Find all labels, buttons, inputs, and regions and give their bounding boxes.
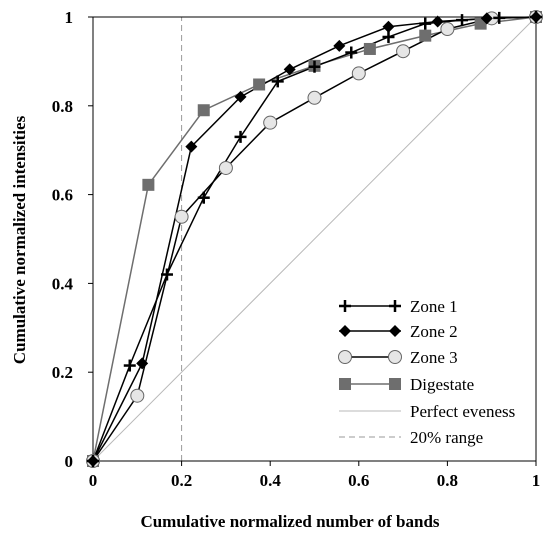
data-point (388, 350, 402, 364)
axes-layer: 00 0.2 0.2 0.4 0.4 0.6 0.6 0.8 0.8 1 1 (52, 8, 541, 490)
data-point (142, 178, 155, 191)
legend-label: Zone 1 (410, 297, 458, 316)
markers-layer (86, 10, 543, 468)
y-tick-label: 0 (65, 452, 74, 471)
data-point (339, 325, 351, 337)
data-point (530, 11, 542, 23)
legend-item: Zone 2 (339, 322, 458, 341)
plot-frame (92, 16, 537, 462)
data-point (363, 42, 376, 55)
y-tick-label: 0.6 (52, 186, 73, 205)
series-line (92, 16, 537, 462)
data-point (345, 46, 358, 59)
y-tick-label: 0.8 (52, 97, 73, 116)
x-tick-label: 0.8 (437, 471, 458, 490)
data-point (234, 90, 247, 103)
legend-label: 20% range (410, 428, 483, 447)
y-tick-label: 1 (65, 8, 74, 27)
data-point (493, 11, 506, 24)
data-point (419, 17, 432, 30)
data-point (339, 300, 351, 312)
legend-item: Zone 3 (338, 348, 458, 367)
y-tick-label: 0.2 (52, 363, 73, 382)
x-axis-title: Cumulative normalized number of bands (140, 512, 439, 531)
data-point (283, 63, 296, 76)
legend-item: Digestate (339, 375, 474, 394)
data-point (130, 388, 145, 403)
data-point (160, 268, 173, 281)
data-point (382, 20, 395, 33)
data-point (440, 21, 455, 36)
data-point (234, 130, 247, 143)
legend-label: Digestate (410, 375, 474, 394)
data-point (136, 357, 149, 370)
data-point (123, 359, 136, 372)
data-point (185, 140, 198, 153)
x-tick-label: 0.6 (348, 471, 369, 490)
legend-label: Perfect eveness (410, 402, 515, 421)
data-point (174, 209, 189, 224)
x-tick-label: 1 (532, 471, 541, 490)
data-point (456, 14, 469, 27)
data-point (197, 104, 210, 117)
data-point (271, 75, 284, 88)
legend-item: Zone 1 (339, 297, 458, 316)
data-point (339, 378, 351, 390)
data-point (263, 115, 278, 130)
x-tick-label: 0 (89, 471, 98, 490)
data-point (307, 90, 322, 105)
data-point (389, 325, 401, 337)
x-tick-label: 0.2 (171, 471, 192, 490)
data-point (382, 30, 395, 43)
data-point (333, 39, 346, 52)
legend: Zone 1 Zone 2 Zone 3 Digestate Perfect evene… (338, 297, 515, 447)
data-point (389, 300, 401, 312)
data-point (431, 15, 444, 28)
legend-label: Zone 2 (410, 322, 458, 341)
x-tick-label: 0.4 (260, 471, 282, 490)
y-axis-title: Cumulative normalized intensities (10, 115, 29, 364)
data-point (396, 44, 411, 59)
data-point (351, 66, 366, 81)
data-point (338, 350, 352, 364)
lines-layer (92, 16, 537, 462)
data-point (218, 160, 233, 175)
data-point (480, 12, 493, 25)
data-point (419, 29, 432, 42)
legend-item: Perfect eveness (339, 402, 515, 421)
data-point (308, 60, 321, 73)
y-tick-label: 0.4 (52, 274, 74, 293)
data-point (389, 378, 401, 390)
data-point (87, 455, 99, 467)
legend-item: 20% range (339, 428, 483, 447)
data-point (253, 78, 266, 91)
data-point (197, 191, 210, 204)
legend-label: Zone 3 (410, 348, 458, 367)
